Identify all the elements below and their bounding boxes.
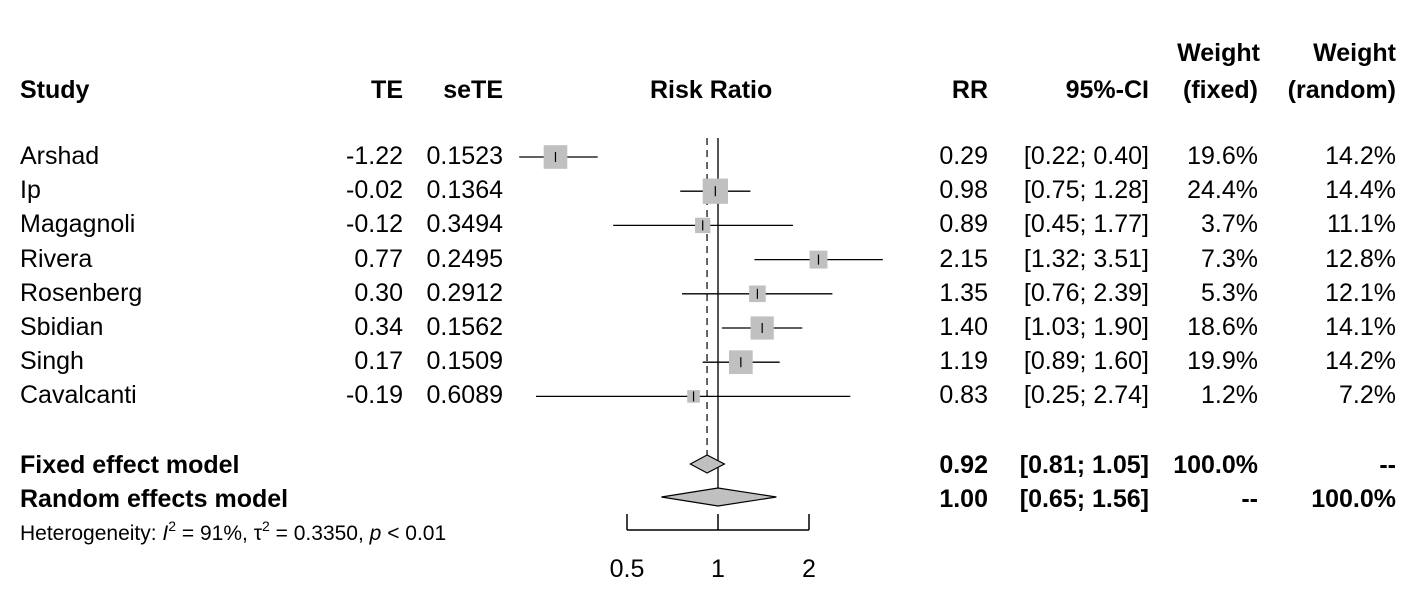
study-ci: [0.89; 1.60] bbox=[1023, 347, 1149, 376]
study-sete: 0.1509 bbox=[426, 347, 503, 376]
i2-symbol: I bbox=[162, 522, 169, 545]
header-study: Study bbox=[20, 76, 90, 104]
tau-symbol: τ bbox=[253, 522, 263, 545]
study-sete: 0.1523 bbox=[426, 142, 503, 170]
study-ci: [0.45; 1.77] bbox=[1023, 210, 1149, 239]
random-rr: 1.00 bbox=[939, 485, 988, 513]
study-weight-fixed: 3.7% bbox=[1201, 210, 1258, 239]
study-sete: 0.1364 bbox=[426, 176, 503, 205]
header-sete: seTE bbox=[443, 76, 503, 104]
study-name: Singh bbox=[20, 347, 84, 376]
study-name: Sbidian bbox=[20, 313, 104, 341]
study-weight-random: 14.1% bbox=[1325, 313, 1396, 341]
random-weight-random: 100.0% bbox=[1311, 485, 1396, 513]
study-name: Rosenberg bbox=[20, 278, 143, 307]
study-weight-random: 12.1% bbox=[1325, 278, 1396, 307]
header-weight-random-1: Weight bbox=[1313, 39, 1396, 67]
study-weight-fixed: 24.4% bbox=[1187, 176, 1258, 205]
header-risk-ratio: Risk Ratio bbox=[650, 76, 773, 104]
study-weight-random: 14.4% bbox=[1325, 176, 1396, 205]
study-weight-fixed: 1.2% bbox=[1201, 381, 1258, 410]
study-te: 0.17 bbox=[354, 347, 403, 376]
i2-value: = 91%, bbox=[181, 522, 254, 545]
header-te: TE bbox=[371, 76, 403, 104]
study-rr: 1.35 bbox=[939, 278, 988, 307]
study-rr: 1.40 bbox=[939, 313, 988, 341]
study-name: Arshad bbox=[20, 142, 100, 170]
fixed-weight-fixed: 100.0% bbox=[1173, 451, 1258, 479]
heterogeneity-prefix: Heterogeneity: bbox=[20, 522, 163, 545]
header-rr: RR bbox=[951, 76, 988, 104]
study-sete: 0.3494 bbox=[426, 210, 503, 239]
x-tick-label: 0.5 bbox=[610, 555, 645, 583]
study-te: 0.77 bbox=[354, 244, 403, 273]
study-ci: [0.25; 2.74] bbox=[1023, 381, 1149, 410]
study-te: -0.19 bbox=[346, 381, 403, 410]
study-weight-random: 12.8% bbox=[1325, 244, 1396, 273]
p-symbol: p bbox=[369, 522, 382, 545]
study-weight-fixed: 18.6% bbox=[1187, 313, 1258, 341]
fixed-effect-diamond bbox=[689, 454, 726, 474]
random-weight-fixed: -- bbox=[1241, 485, 1258, 513]
heterogeneity-text: Heterogeneity: I2 = 91%, τ2 = 0.3350, p … bbox=[20, 518, 447, 545]
random-ci: [0.65; 1.56] bbox=[1019, 485, 1149, 513]
study-ci: [1.32; 3.51] bbox=[1023, 244, 1149, 273]
study-rr: 0.83 bbox=[939, 381, 988, 410]
header-ci: 95%-CI bbox=[1065, 76, 1149, 104]
study-weight-fixed: 7.3% bbox=[1201, 244, 1258, 273]
study-te: 0.34 bbox=[354, 313, 403, 341]
study-rr: 0.89 bbox=[939, 210, 988, 239]
study-te: 0.30 bbox=[354, 278, 403, 307]
header-weight-fixed-1: Weight bbox=[1177, 39, 1260, 67]
study-weight-fixed: 19.9% bbox=[1187, 347, 1258, 376]
study-ci: [0.76; 2.39] bbox=[1023, 278, 1149, 307]
study-sete: 0.1562 bbox=[426, 313, 503, 341]
random-effects-diamond bbox=[661, 487, 777, 507]
study-ci: [1.03; 1.90] bbox=[1023, 313, 1149, 341]
study-name: Cavalcanti bbox=[20, 381, 137, 410]
tau2-value: = 0.3350, bbox=[275, 522, 370, 545]
fixed-label: Fixed effect model bbox=[20, 451, 240, 479]
study-te: -1.22 bbox=[346, 142, 403, 170]
study-name: Ip bbox=[20, 176, 41, 205]
study-sete: 0.2912 bbox=[426, 278, 503, 307]
study-weight-random: 11.1% bbox=[1326, 210, 1396, 239]
fixed-ci: [0.81; 1.05] bbox=[1019, 451, 1149, 479]
study-ci: [0.22; 0.40] bbox=[1023, 142, 1149, 170]
x-tick-label: 1 bbox=[711, 555, 725, 583]
study-name: Magagnoli bbox=[20, 210, 136, 239]
study-weight-fixed: 5.3% bbox=[1201, 278, 1258, 307]
study-rr: 2.15 bbox=[939, 244, 988, 273]
random-label: Random effects model bbox=[20, 485, 289, 513]
x-tick-label: 2 bbox=[802, 555, 816, 583]
study-weight-random: 14.2% bbox=[1325, 142, 1396, 170]
study-rr: 0.98 bbox=[939, 176, 988, 205]
study-weight-random: 7.2% bbox=[1339, 381, 1396, 410]
p-value: < 0.01 bbox=[387, 522, 447, 545]
study-sete: 0.2495 bbox=[426, 244, 503, 273]
study-rr: 1.19 bbox=[939, 347, 988, 376]
fixed-rr: 0.92 bbox=[939, 451, 988, 479]
study-weight-fixed: 19.6% bbox=[1187, 142, 1258, 170]
header-weight-random-2: (random) bbox=[1287, 76, 1396, 104]
study-sete: 0.6089 bbox=[426, 381, 503, 410]
study-weight-random: 14.2% bbox=[1325, 347, 1396, 376]
header-weight-fixed-2: (fixed) bbox=[1183, 76, 1258, 104]
study-name: Rivera bbox=[20, 244, 93, 273]
fixed-weight-random: -- bbox=[1379, 451, 1396, 479]
study-te: -0.12 bbox=[346, 210, 403, 239]
study-rr: 0.29 bbox=[939, 142, 988, 170]
study-te: -0.02 bbox=[346, 176, 403, 205]
study-ci: [0.75; 1.28] bbox=[1023, 176, 1149, 205]
